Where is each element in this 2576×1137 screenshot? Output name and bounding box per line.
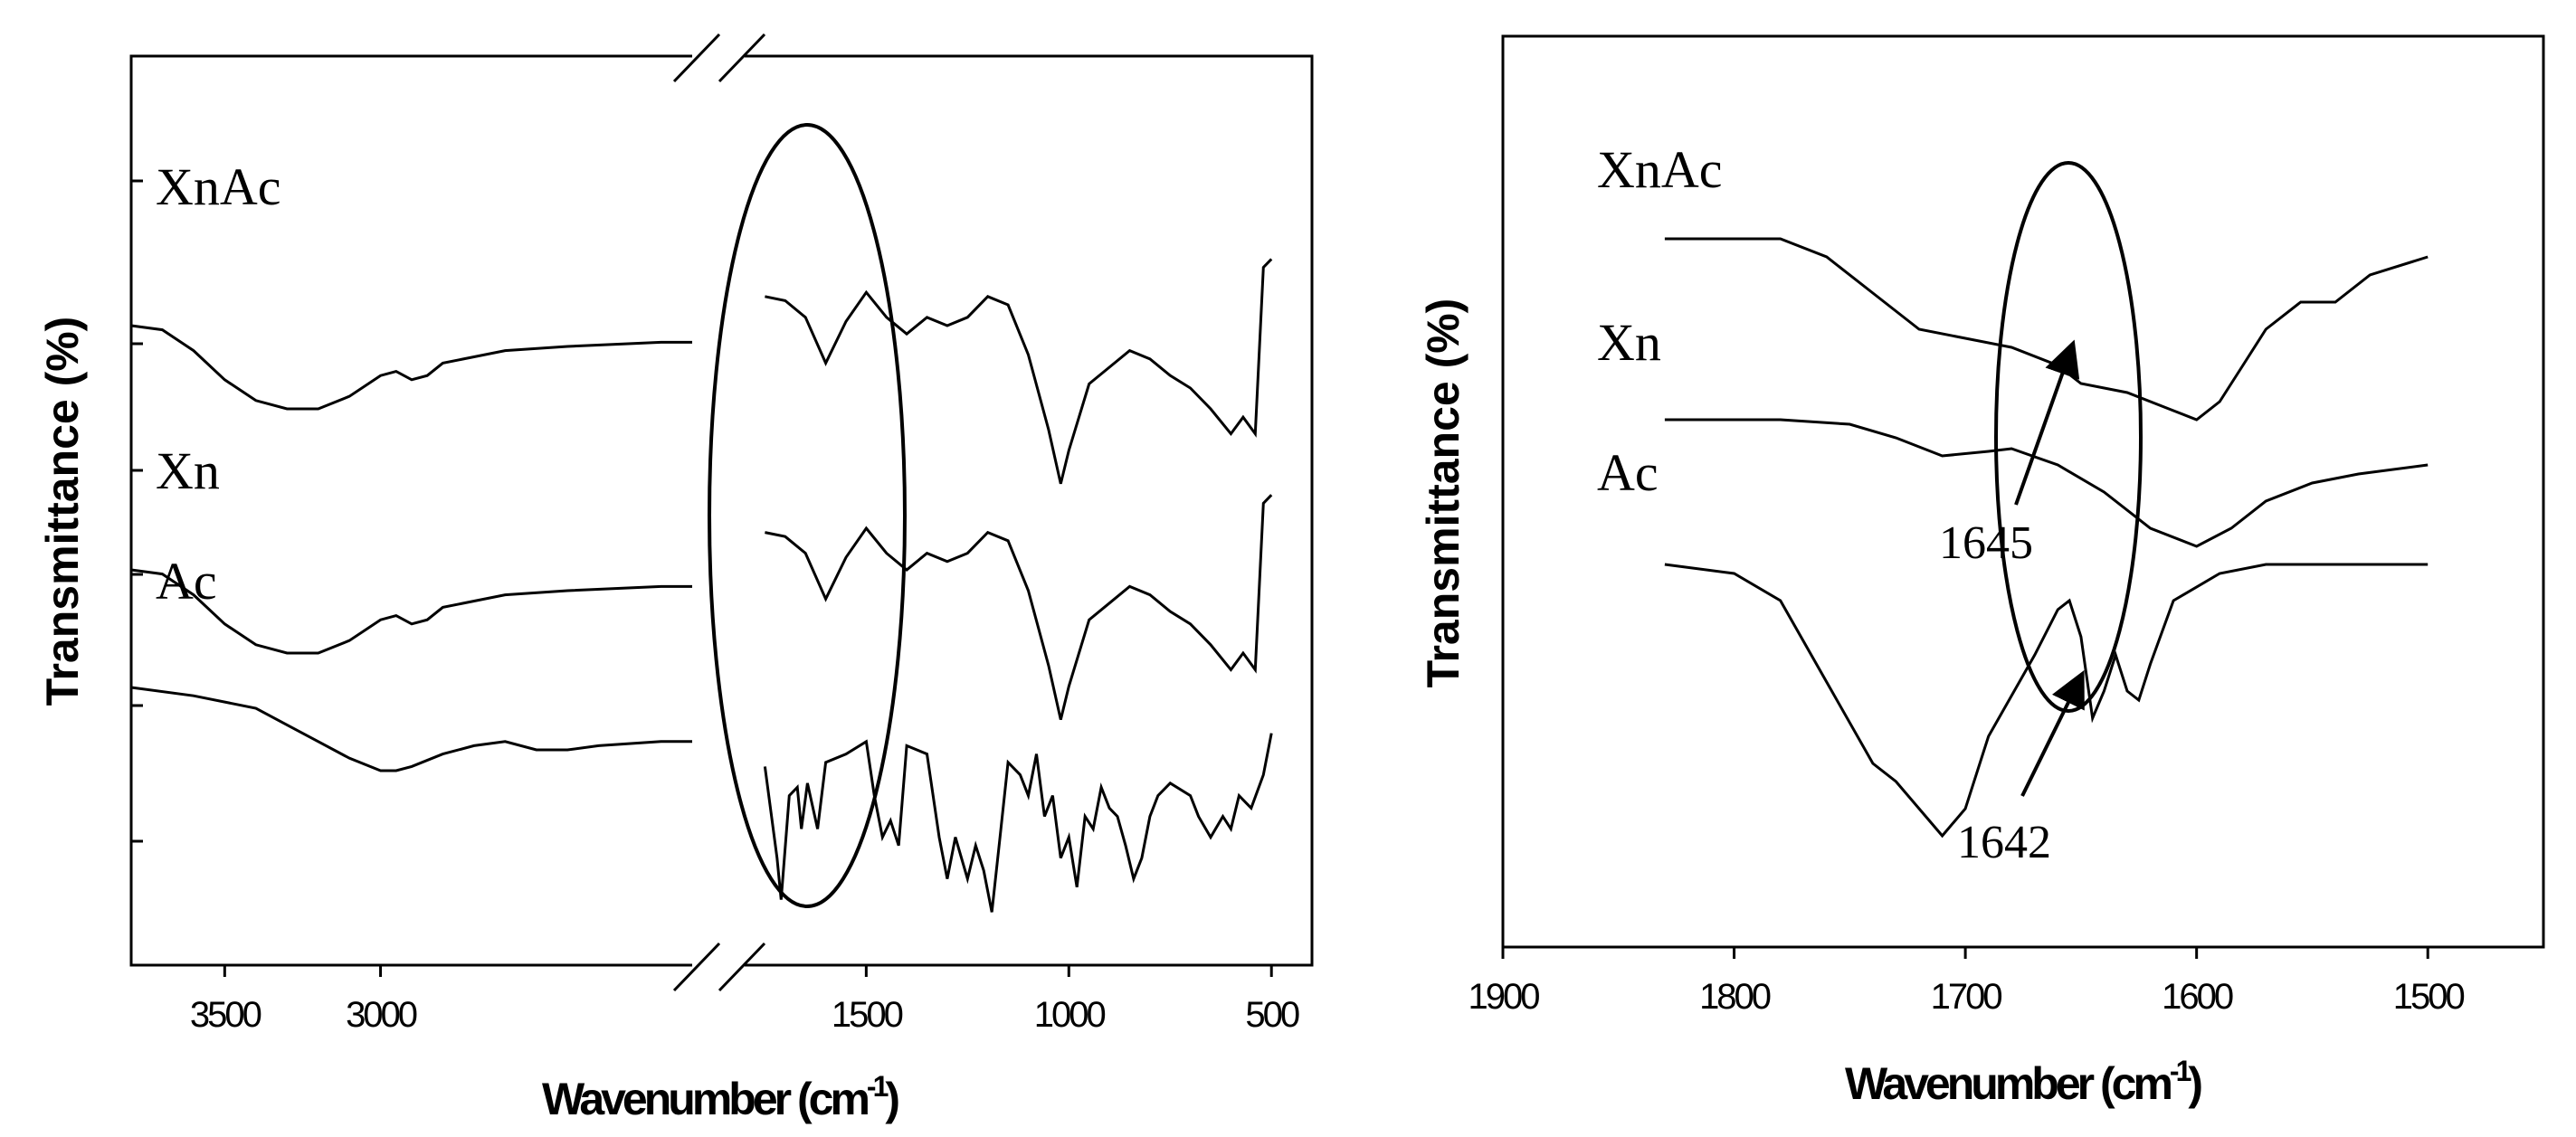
left-axis-break-mark-top-1: [672, 33, 721, 83]
left-label-xnac: XnAc: [156, 157, 281, 216]
left-axis-break-mark-bottom-1: [672, 942, 721, 992]
annotation-label-1642: 1642: [1957, 817, 2051, 868]
left-label-ac: Ac: [156, 552, 217, 611]
left-plot-frame: [129, 54, 1314, 967]
right-plot-frame: [1501, 34, 2545, 949]
right-series-line-ac: [1664, 563, 2429, 839]
right-x-axis-title-main: Wavenumber (cm: [1845, 1058, 2171, 1109]
left-series-line-xnac-seg1: [130, 324, 692, 411]
left-y-axis-title: Transmittance (%): [37, 317, 88, 706]
annotation-arrow-1645: [2014, 339, 2080, 506]
left-axis-break-top-gap: [692, 50, 745, 62]
left-x-tick-label: 1500: [832, 995, 903, 1035]
left-series-group: [130, 258, 1273, 913]
left-axis-break-bottom-gap: [692, 959, 745, 971]
left-x-axis-title-main: Wavenumber (cm: [542, 1074, 868, 1124]
right-x-tick-label: 1500: [2393, 977, 2465, 1017]
right-x-tick-label: 1600: [2162, 977, 2233, 1017]
left-label-xn: Xn: [156, 441, 220, 500]
right-series-line-xnac: [1664, 237, 2429, 422]
left-highlight-ellipse: [708, 123, 907, 908]
left-series-line-ac-seg1: [130, 686, 692, 772]
right-x-tick-label: 1900: [1469, 977, 1540, 1017]
right-x-tick-label: 1700: [1931, 977, 2002, 1017]
right-y-axis-title: Transmittance (%): [1418, 298, 1469, 688]
left-axis-break-mark-bottom-2: [718, 942, 766, 992]
left-series-line-xn-seg1: [130, 568, 692, 655]
left-y-ticks: [131, 179, 143, 843]
right-x-ticks: 1900 1800 1700 1600 1500: [1469, 947, 2467, 1017]
left-x-ticks: 3500 3000 1500 1000 500: [190, 965, 1302, 1035]
right-series-line-xn: [1664, 418, 2429, 548]
right-label-xnac: XnAc: [1597, 140, 1723, 199]
right-highlight-ellipse: [1994, 161, 2143, 713]
right-x-axis-title-close: ): [2188, 1058, 2201, 1109]
right-series-group: [1664, 237, 2429, 839]
left-series-line-ac-seg2: [763, 733, 1273, 913]
left-chart: 3500 3000 1500 1000 500 XnAc Xn Ac Transmitt…: [37, 33, 1314, 1124]
left-series-line-xnac-seg2: [765, 258, 1273, 485]
annotation-arrow-1642: [2020, 669, 2085, 797]
right-x-axis-title: Wavenumber (cm-1): [1845, 1055, 2201, 1109]
left-x-axis-title: Wavenumber (cm-1): [542, 1070, 898, 1124]
right-chart: 1900 1800 1700 1600 1500 1645 1642 XnAc Xn A…: [1418, 34, 2545, 1109]
left-axis-break-mark-top-2: [718, 33, 766, 83]
left-x-axis-title-close: ): [885, 1074, 898, 1124]
right-label-xn: Xn: [1597, 313, 1661, 372]
left-x-tick-label: 1000: [1034, 995, 1106, 1035]
left-x-tick-label: 3000: [346, 995, 417, 1035]
right-label-ac: Ac: [1597, 443, 1659, 502]
left-x-tick-label: 500: [1245, 995, 1298, 1035]
right-x-tick-label: 1800: [1699, 977, 1771, 1017]
left-series-line-xn-seg2: [765, 494, 1273, 720]
left-x-tick-label: 3500: [190, 995, 261, 1035]
annotation-label-1645: 1645: [1939, 517, 2033, 569]
